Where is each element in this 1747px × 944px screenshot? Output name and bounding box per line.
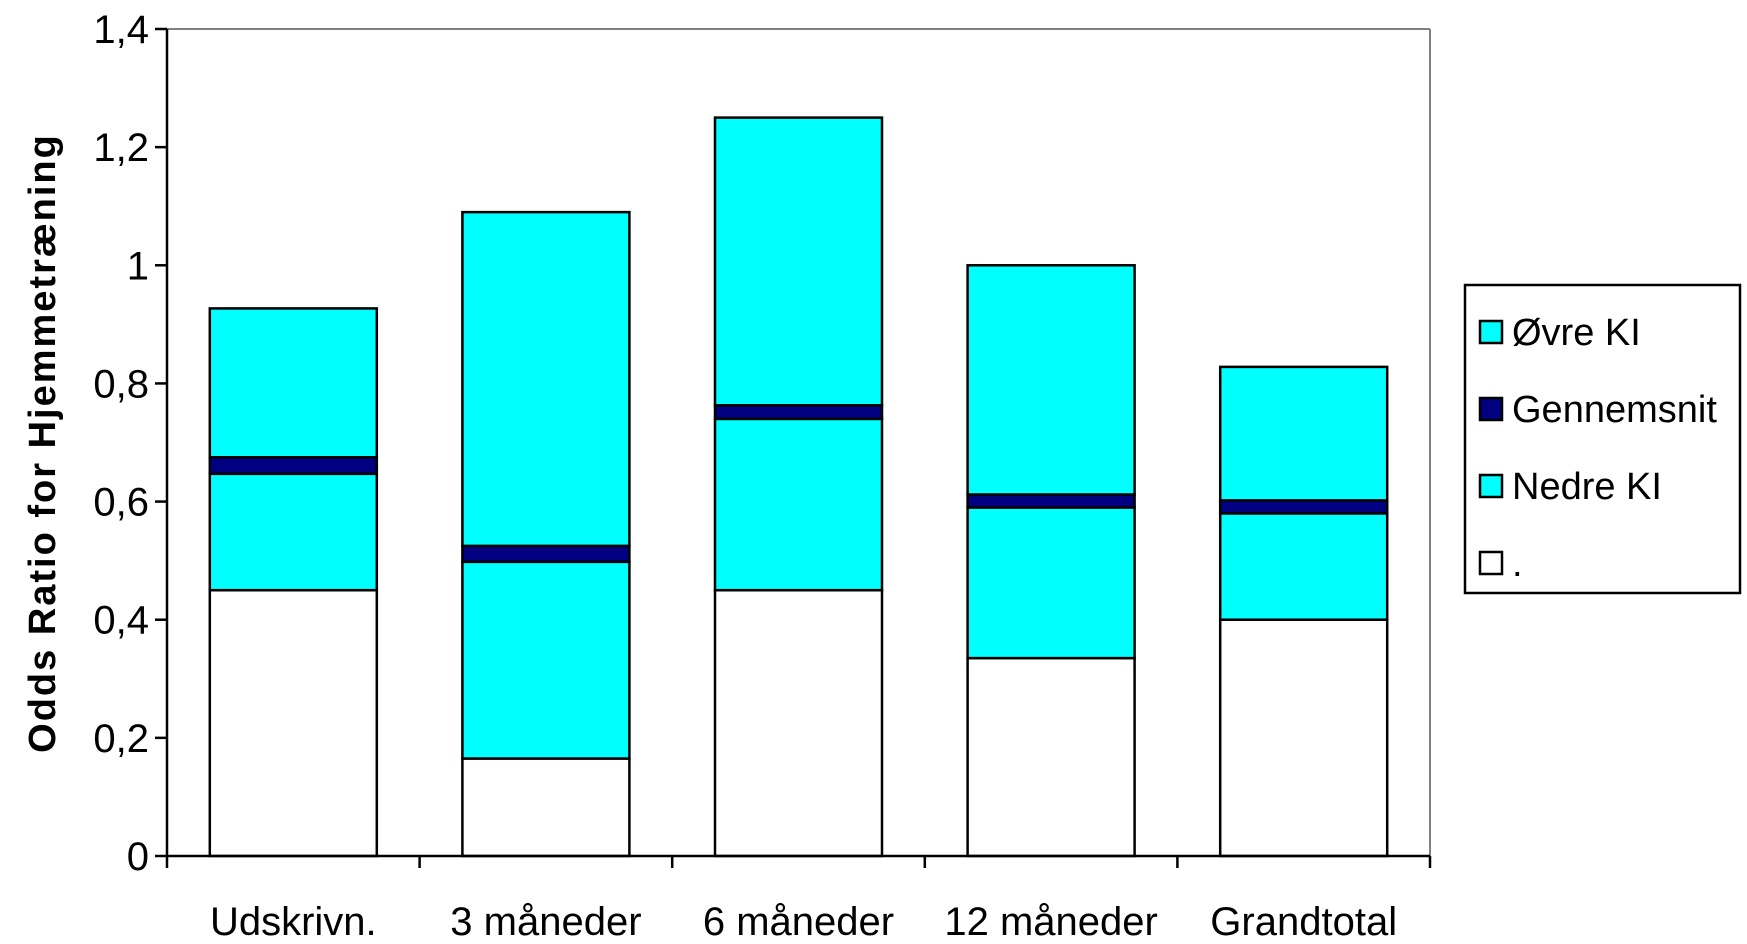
- legend: Øvre KI Gennemsnit Nedre KI.: [1463, 283, 1742, 595]
- legend-label: Øvre KI: [1512, 312, 1641, 354]
- bar-segment-1: [208, 588, 379, 858]
- y-tick-label: 0: [127, 835, 149, 879]
- bar-segment-1: [461, 757, 631, 858]
- y-axis-title: Odds Ratio for Hjemmetræning: [22, 133, 64, 753]
- y-tick-label: 1,2: [93, 126, 149, 170]
- bar-segment-4: [461, 210, 631, 548]
- y-tick-label: 0,6: [93, 481, 149, 525]
- bar-segment-2: [208, 472, 379, 592]
- bar-segment-3: [713, 404, 884, 421]
- bar-segment-1: [713, 588, 884, 858]
- x-tick-label: Grandtotal: [1210, 900, 1397, 944]
- bar-segment-2: [966, 506, 1136, 660]
- y-tick-label: 1,4: [93, 8, 149, 52]
- bar-segment-1: [966, 656, 1136, 858]
- legend-swatch: [1478, 396, 1504, 422]
- bar-segment-2: [1218, 512, 1389, 621]
- bar-segment-4: [208, 307, 379, 459]
- legend-label: Gennemsnit: [1512, 389, 1717, 431]
- legend-swatch: [1478, 550, 1504, 576]
- bar-segment-4: [713, 116, 884, 407]
- bar-segment-4: [966, 264, 1136, 496]
- bar-series-group: [208, 116, 1389, 858]
- plot-area: [167, 28, 1431, 856]
- bar-segment-4: [1218, 365, 1389, 502]
- y-axis: 0 0,2 0,4 0,6 0,8 1 1,2 1,4: [93, 8, 169, 879]
- x-tick-label: 12 måneder: [944, 900, 1157, 944]
- y-tick-label: 0,2: [93, 717, 149, 761]
- legend-swatch: [1478, 473, 1504, 499]
- bar-segment-3: [461, 544, 631, 564]
- legend-box: [1463, 283, 1742, 595]
- x-axis: Udskrivn. 3 måneder 6 måneder 12 måneder Gra…: [165, 854, 1432, 944]
- bar-segment-3: [966, 493, 1136, 509]
- y-tick-label: 0,4: [93, 599, 149, 643]
- x-tick-label: Udskrivn.: [210, 900, 377, 944]
- bar-segment-2: [461, 560, 631, 760]
- bar-segment-3: [208, 456, 379, 476]
- bar-segment-3: [1218, 499, 1389, 515]
- legend-label: Nedre KI: [1512, 466, 1662, 508]
- legend-swatch: [1478, 319, 1504, 345]
- bar-segment-1: [1218, 618, 1389, 858]
- bar-segment-2: [713, 417, 884, 592]
- x-tick-label: 6 måneder: [703, 900, 894, 944]
- x-tick-label: 3 måneder: [450, 900, 641, 944]
- legend-label: .: [1512, 543, 1523, 585]
- y-tick-label: 0,8: [93, 362, 149, 406]
- y-tick-label: 1: [127, 244, 149, 288]
